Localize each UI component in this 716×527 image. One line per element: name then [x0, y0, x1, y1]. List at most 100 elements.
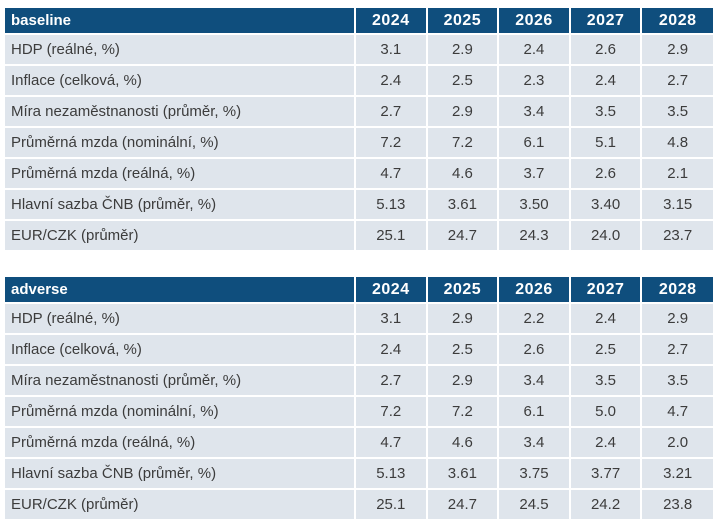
year-column-header: 2024	[354, 7, 428, 35]
value-cell: 3.61	[425, 457, 500, 490]
value-cell: 2.0	[640, 426, 714, 459]
value-cell: 3.4	[497, 95, 571, 128]
value-cell: 3.4	[497, 426, 571, 459]
year-column-header: 2027	[568, 276, 643, 304]
value-cell: 2.4	[568, 64, 643, 97]
row-label: Míra nezaměstnanosti (průměr, %)	[4, 95, 356, 128]
value-cell: 3.21	[640, 457, 714, 490]
value-cell: 3.5	[568, 95, 643, 128]
year-column-header: 2025	[425, 276, 500, 304]
value-cell: 4.7	[640, 395, 714, 428]
value-cell: 24.0	[568, 219, 643, 251]
value-cell: 2.9	[425, 302, 500, 335]
value-cell: 2.6	[568, 33, 643, 66]
value-cell: 2.5	[425, 333, 500, 366]
value-cell: 2.6	[568, 157, 643, 190]
table-row: Míra nezaměstnanosti (průměr, %) 2.7 2.9 3.…	[4, 364, 714, 397]
value-cell: 2.7	[640, 333, 714, 366]
value-cell: 24.5	[497, 488, 571, 520]
year-column-header: 2026	[497, 276, 571, 304]
row-label: Míra nezaměstnanosti (průměr, %)	[4, 364, 356, 397]
value-cell: 2.9	[425, 95, 500, 128]
value-cell: 6.1	[497, 395, 571, 428]
value-cell: 2.7	[354, 364, 428, 397]
value-cell: 5.0	[568, 395, 643, 428]
row-label: EUR/CZK (průměr)	[4, 219, 356, 251]
table-row: Míra nezaměstnanosti (průměr, %) 2.7 2.9 3.…	[4, 95, 714, 128]
scenario-table-adverse: adverse 2024 2025 2026 2027 2028 HDP (reálné, …	[4, 276, 714, 520]
value-cell: 25.1	[354, 219, 428, 251]
header-row: adverse 2024 2025 2026 2027 2028	[4, 276, 714, 304]
value-cell: 4.7	[354, 426, 428, 459]
value-cell: 2.4	[354, 333, 428, 366]
value-cell: 2.4	[568, 426, 643, 459]
value-cell: 7.2	[425, 126, 500, 159]
scenario-title-baseline: baseline	[4, 7, 356, 35]
table-row: Hlavní sazba ČNB (průměr, %) 5.13 3.61 3.75…	[4, 457, 714, 490]
value-cell: 2.9	[425, 33, 500, 66]
scenario-table-baseline: baseline 2024 2025 2026 2027 2028 HDP (reálné,…	[4, 7, 714, 251]
value-cell: 5.13	[354, 457, 428, 490]
value-cell: 7.2	[425, 395, 500, 428]
value-cell: 4.7	[354, 157, 428, 190]
table-row: Inflace (celková, %) 2.4 2.5 2.6 2.5 2.7	[4, 333, 714, 366]
year-column-header: 2027	[568, 7, 643, 35]
table-row: Průměrná mzda (reálná, %) 4.7 4.6 3.4 2.4 2.0	[4, 426, 714, 459]
row-label: HDP (reálné, %)	[4, 302, 356, 335]
value-cell: 3.5	[640, 364, 714, 397]
value-cell: 4.6	[425, 426, 500, 459]
table-row: EUR/CZK (průměr) 25.1 24.7 24.5 24.2 23.8	[4, 488, 714, 520]
value-cell: 24.7	[425, 488, 500, 520]
value-cell: 2.3	[497, 64, 571, 97]
value-cell: 2.6	[497, 333, 571, 366]
value-cell: 3.1	[354, 302, 428, 335]
row-label: Hlavní sazba ČNB (průměr, %)	[4, 188, 356, 221]
value-cell: 3.5	[568, 364, 643, 397]
row-label: Hlavní sazba ČNB (průměr, %)	[4, 457, 356, 490]
value-cell: 4.6	[425, 157, 500, 190]
value-cell: 3.61	[425, 188, 500, 221]
table-row: HDP (reálné, %) 3.1 2.9 2.2 2.4 2.9	[4, 302, 714, 335]
value-cell: 23.8	[640, 488, 714, 520]
value-cell: 2.9	[640, 33, 714, 66]
value-cell: 3.1	[354, 33, 428, 66]
value-cell: 7.2	[354, 126, 428, 159]
scenario-title-adverse: adverse	[4, 276, 356, 304]
value-cell: 3.50	[497, 188, 571, 221]
value-cell: 3.5	[640, 95, 714, 128]
table-row: Průměrná mzda (nominální, %) 7.2 7.2 6.1 5.1…	[4, 126, 714, 159]
value-cell: 23.7	[640, 219, 714, 251]
row-label: Průměrná mzda (nominální, %)	[4, 126, 356, 159]
value-cell: 3.4	[497, 364, 571, 397]
row-label: Inflace (celková, %)	[4, 64, 356, 97]
year-column-header: 2028	[640, 7, 714, 35]
value-cell: 2.1	[640, 157, 714, 190]
value-cell: 24.3	[497, 219, 571, 251]
year-column-header: 2025	[425, 7, 500, 35]
value-cell: 24.2	[568, 488, 643, 520]
value-cell: 24.7	[425, 219, 500, 251]
year-column-header: 2026	[497, 7, 571, 35]
value-cell: 3.75	[497, 457, 571, 490]
row-label: EUR/CZK (průměr)	[4, 488, 356, 520]
value-cell: 3.15	[640, 188, 714, 221]
value-cell: 2.5	[568, 333, 643, 366]
table-row: Průměrná mzda (reálná, %) 4.7 4.6 3.7 2.6 2.1	[4, 157, 714, 190]
row-label: HDP (reálné, %)	[4, 33, 356, 66]
table-row: Hlavní sazba ČNB (průměr, %) 5.13 3.61 3.50…	[4, 188, 714, 221]
year-column-header: 2028	[640, 276, 714, 304]
value-cell: 2.4	[354, 64, 428, 97]
table-row: Inflace (celková, %) 2.4 2.5 2.3 2.4 2.7	[4, 64, 714, 97]
value-cell: 2.2	[497, 302, 571, 335]
value-cell: 2.4	[497, 33, 571, 66]
value-cell: 2.5	[425, 64, 500, 97]
row-label: Průměrná mzda (reálná, %)	[4, 426, 356, 459]
row-label: Průměrná mzda (reálná, %)	[4, 157, 356, 190]
year-column-header: 2024	[354, 276, 428, 304]
value-cell: 4.8	[640, 126, 714, 159]
value-cell: 3.77	[568, 457, 643, 490]
table-row: EUR/CZK (průměr) 25.1 24.7 24.3 24.0 23.7	[4, 219, 714, 251]
value-cell: 2.4	[568, 302, 643, 335]
value-cell: 5.13	[354, 188, 428, 221]
value-cell: 3.40	[568, 188, 643, 221]
